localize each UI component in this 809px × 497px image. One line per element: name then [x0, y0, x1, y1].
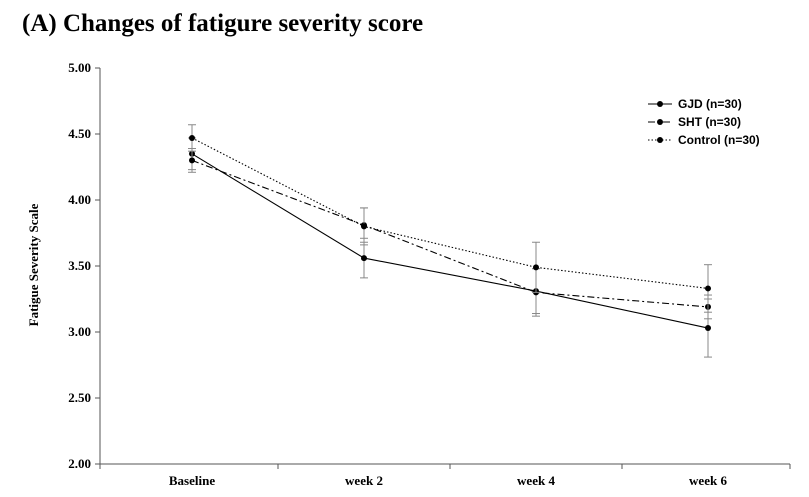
- series-line: [191, 153, 709, 329]
- chart-title: (A) Changes of fatigure severity score: [22, 10, 424, 37]
- x-tick-label: week 2: [345, 473, 383, 488]
- series-line: [191, 137, 709, 289]
- data-point: [705, 285, 711, 292]
- data-point: [361, 223, 367, 230]
- x-tick-label: Baseline: [169, 473, 215, 488]
- y-tick-label: 2.00: [68, 456, 91, 471]
- legend-marker: [657, 137, 663, 143]
- data-point: [189, 134, 195, 141]
- legend-marker: [657, 101, 663, 107]
- data-point: [705, 325, 711, 332]
- series-group: [188, 124, 712, 358]
- series-line: [191, 159, 709, 308]
- series-2: [188, 124, 712, 313]
- y-tick-label: 5.00: [68, 60, 91, 75]
- x-tick-group: Baseline week 2 week 4 week 6: [99, 464, 791, 488]
- data-point: [361, 255, 367, 262]
- y-tick-label: 3.50: [68, 258, 91, 273]
- data-point: [189, 157, 195, 164]
- legend-label: SHT (n=30): [678, 115, 741, 129]
- legend-label: GJD (n=30): [678, 97, 742, 111]
- x-tick-label: week 4: [517, 473, 555, 488]
- x-tick-label: week 6: [689, 473, 727, 488]
- y-tick-group: 2.00 2.50 3.00 3.50 4.00 4.50 5.00: [68, 60, 100, 471]
- series-0: [188, 137, 712, 358]
- legend: GJD (n=30) SHT (n=30) Control (n=30): [648, 97, 760, 147]
- y-tick-label: 4.00: [68, 192, 91, 207]
- data-point: [533, 264, 539, 271]
- y-tick-label: 3.00: [68, 324, 91, 339]
- legend-item: GJD (n=30): [648, 97, 742, 111]
- legend-marker: [657, 119, 663, 125]
- series-1: [188, 148, 712, 320]
- y-axis-label: Fatigue Severity Scale: [26, 203, 41, 326]
- legend-item: SHT (n=30): [648, 115, 741, 129]
- legend-item: Control (n=30): [648, 133, 760, 147]
- y-tick-label: 2.50: [68, 390, 91, 405]
- y-tick-label: 4.50: [68, 126, 91, 141]
- legend-label: Control (n=30): [678, 133, 760, 147]
